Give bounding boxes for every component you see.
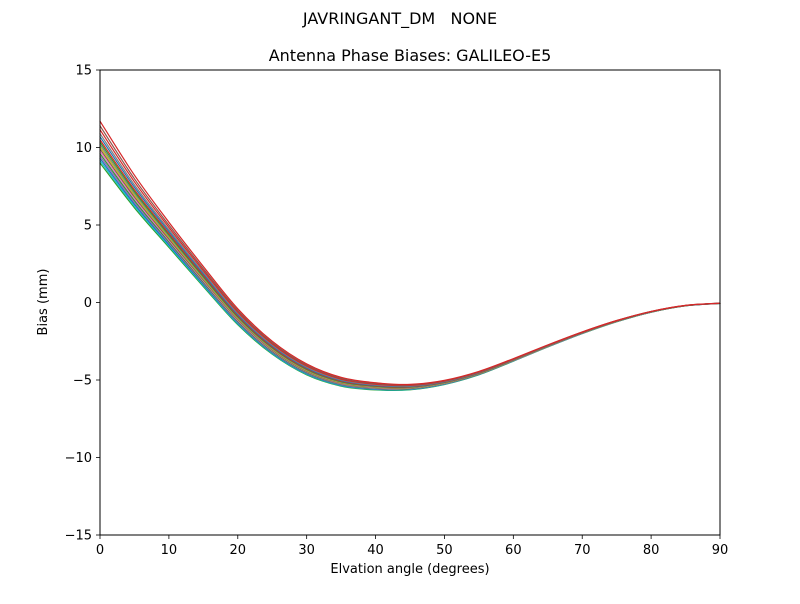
y-tick-label: 5 bbox=[84, 219, 92, 234]
x-tick-label: 70 bbox=[574, 543, 591, 558]
x-tick-label: 0 bbox=[96, 543, 104, 558]
y-tick-label: 10 bbox=[75, 141, 92, 156]
y-tick-label: 0 bbox=[84, 296, 92, 311]
x-tick-label: 80 bbox=[643, 543, 660, 558]
y-tick-label: −5 bbox=[73, 374, 92, 389]
chart-title: Antenna Phase Biases: GALILEO-E5 bbox=[269, 46, 552, 65]
axis-ticks: 0 10 20 30 40 50 60 70 80 90 −15 −10 −5 0 5 10 15 bbox=[65, 64, 729, 559]
series-line-line-11 bbox=[99, 139, 721, 388]
series-line-line-01 bbox=[99, 162, 721, 392]
y-tick-label: −15 bbox=[65, 529, 92, 544]
series-line-line-15 bbox=[99, 125, 721, 386]
y-tick-label: 15 bbox=[75, 64, 92, 79]
series-lines bbox=[99, 120, 721, 392]
x-tick-label: 90 bbox=[712, 543, 729, 558]
x-tick-label: 10 bbox=[161, 543, 178, 558]
series-line-line-16 bbox=[99, 120, 721, 386]
y-tick-label: −10 bbox=[65, 451, 92, 466]
x-tick-label: 20 bbox=[230, 543, 247, 558]
x-axis-label: Elvation angle (degrees) bbox=[330, 562, 489, 577]
y-axis-label: Bias (mm) bbox=[36, 269, 51, 336]
series-line-line-10 bbox=[99, 141, 721, 388]
plot-frame bbox=[99, 69, 721, 536]
series-line-line-12 bbox=[99, 136, 721, 388]
x-tick-label: 50 bbox=[436, 543, 453, 558]
x-tick-label: 40 bbox=[367, 543, 384, 558]
series-line-line-13 bbox=[99, 132, 721, 387]
x-tick-label: 30 bbox=[298, 543, 315, 558]
x-tick-label: 60 bbox=[505, 543, 522, 558]
series-line-line-09 bbox=[99, 143, 721, 389]
figure-suptitle: JAVRINGANT_DM NONE bbox=[302, 9, 497, 29]
series-line-line-14 bbox=[99, 129, 721, 387]
series-line-line-08 bbox=[99, 146, 721, 389]
